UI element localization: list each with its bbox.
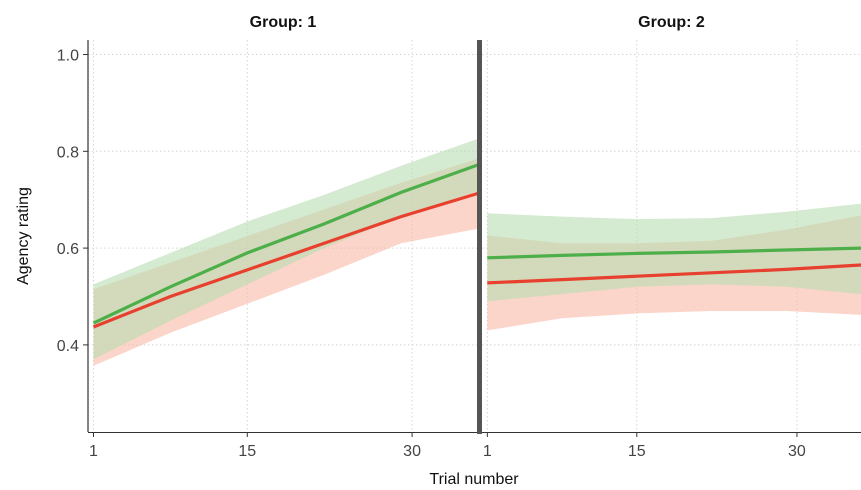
x-axis-title: Trial number (429, 471, 519, 488)
y-tick-label: 0.6 (57, 241, 79, 258)
y-axis-title: Agency rating (15, 187, 32, 285)
green-series-line (92, 163, 479, 325)
x-tick-label: 15 (238, 443, 256, 460)
x-tick-label: 30 (403, 443, 421, 460)
y-tick-label: 1.0 (57, 48, 79, 65)
y-tick-label: 0.8 (57, 144, 79, 161)
x-tick-label: 1 (89, 443, 98, 460)
red-series-line (92, 191, 479, 329)
red-series-line (487, 263, 861, 285)
x-tick-label: 30 (788, 443, 806, 460)
panel-divider (477, 40, 482, 434)
green-confidence-band (93, 138, 478, 360)
x-tick-label: 1 (483, 443, 492, 460)
y-tick-label: 0.4 (57, 338, 79, 355)
green-series-line (487, 246, 861, 260)
panel-title: Group: 1 (250, 14, 317, 31)
panel-title: Group: 2 (638, 14, 705, 31)
x-tick-label: 15 (628, 443, 646, 460)
